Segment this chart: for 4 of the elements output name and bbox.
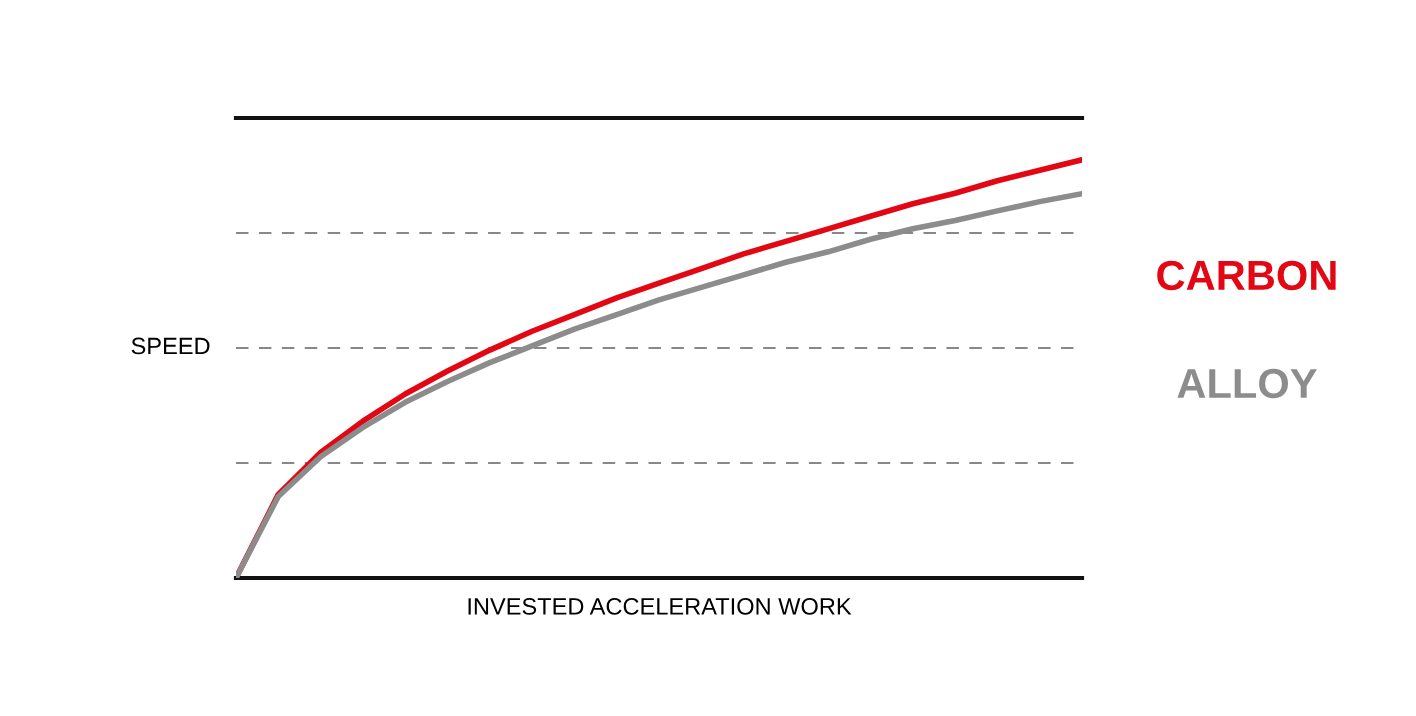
text: CARBON bbox=[1157, 260, 1336, 291]
text: ALLOY bbox=[1177, 368, 1317, 399]
y-axis-title: SPEED bbox=[131, 337, 210, 355]
x-axis-title: INVESTED ACCELERATION WORK bbox=[468, 598, 852, 615]
